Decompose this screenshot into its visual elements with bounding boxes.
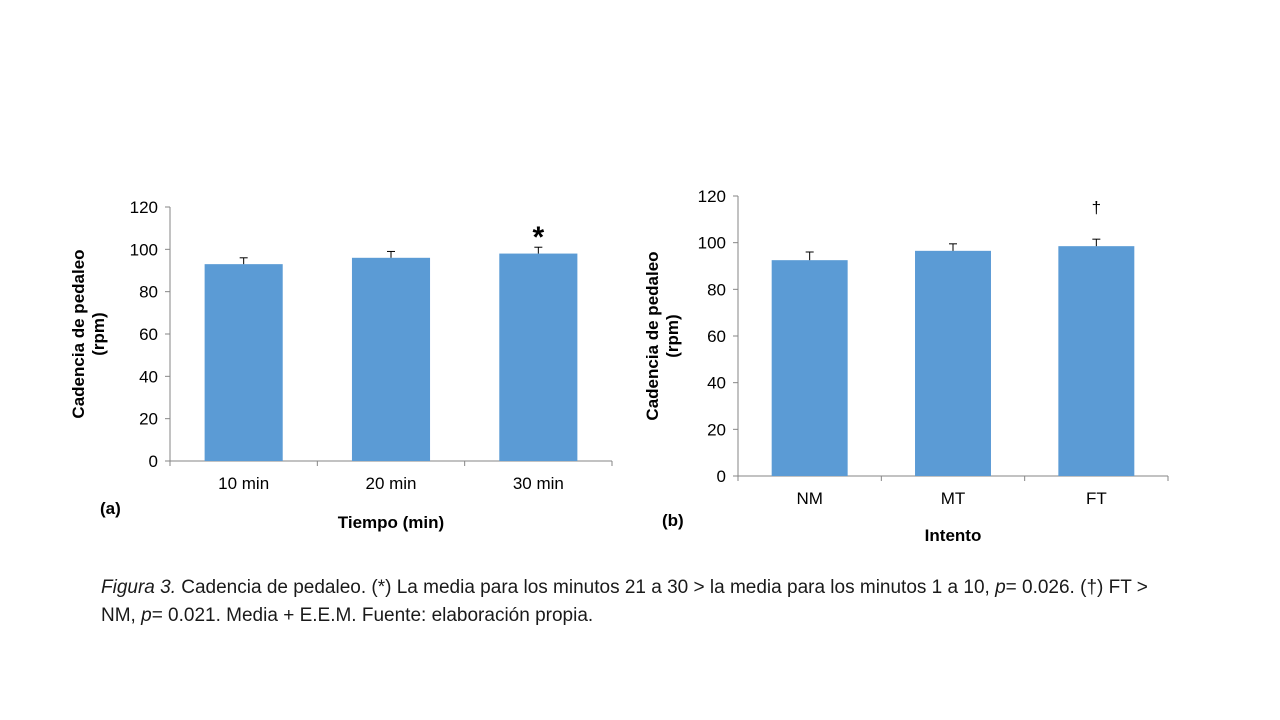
category-label: MT xyxy=(941,489,966,508)
x-axis-title: Intento xyxy=(925,526,982,545)
category-label: 20 min xyxy=(365,474,416,493)
y-tick-label: 20 xyxy=(707,420,726,439)
significance-marker: * xyxy=(532,221,544,254)
category-label: NM xyxy=(796,489,822,508)
category-label: 30 min xyxy=(513,474,564,493)
x-axis-title: Tiempo (min) xyxy=(338,513,444,532)
y-axis-title: Cadencia de pedaleo(rpm) xyxy=(643,251,682,420)
chart-a: 0 20 40 60 80 100 120 10 min 20 min * 30 min Tiempo… xyxy=(69,198,613,532)
bar-mt xyxy=(915,250,991,476)
significance-marker: † xyxy=(1092,198,1101,217)
bar-10-min xyxy=(204,264,283,461)
y-tick-label: 20 xyxy=(139,410,158,429)
p-symbol-1: p xyxy=(995,577,1006,598)
y-tick-label: 120 xyxy=(698,187,726,206)
y-tick-label: 120 xyxy=(130,198,158,217)
panel-label: (b) xyxy=(662,511,684,530)
y-tick-label: 80 xyxy=(139,283,158,302)
y-tick-label: 100 xyxy=(698,234,726,253)
category-label: FT xyxy=(1086,489,1107,508)
y-tick-label: 0 xyxy=(149,452,158,471)
bar-nm xyxy=(771,260,848,476)
bar-20-min xyxy=(351,257,431,461)
y-tick-label: 100 xyxy=(130,240,158,259)
y-axis-title-line: (rpm) xyxy=(663,314,682,357)
bar-ft xyxy=(1058,246,1135,476)
y-tick-label: 40 xyxy=(707,374,726,393)
y-axis-title-line: Cadencia de pedaleo xyxy=(69,249,88,418)
panel-label: (a) xyxy=(100,499,121,518)
y-tick-label: 40 xyxy=(139,367,158,386)
caption-text-3: = 0.021. Media + E.E.M. Fuente: elaborac… xyxy=(151,605,594,626)
y-axis-title-line: Cadencia de pedaleo xyxy=(643,251,662,420)
chart-b: 0 20 40 60 80 100 120 NM MT † FT Intento Cadencia de… xyxy=(643,187,1169,545)
y-axis-title: Cadencia de pedaleo(rpm) xyxy=(69,249,108,418)
y-tick-label: 60 xyxy=(707,327,726,346)
y-tick-label: 80 xyxy=(707,280,726,299)
caption-text-1: Cadencia de pedaleo. (*) La media para l… xyxy=(175,577,996,598)
figure-caption: Figura 3. Cadencia de pedaleo. (*) La me… xyxy=(101,574,1181,630)
category-label: 10 min xyxy=(218,474,269,493)
figure-label: Figura 3. xyxy=(101,577,176,598)
y-tick-label: 60 xyxy=(139,325,158,344)
p-symbol-2: p xyxy=(141,605,152,626)
bar-30-min xyxy=(499,253,578,461)
y-axis-title-line: (rpm) xyxy=(89,312,108,355)
caption-text-2: = 0.026. (†) FT > NM, xyxy=(101,577,1148,626)
y-tick-label: 0 xyxy=(717,467,726,486)
